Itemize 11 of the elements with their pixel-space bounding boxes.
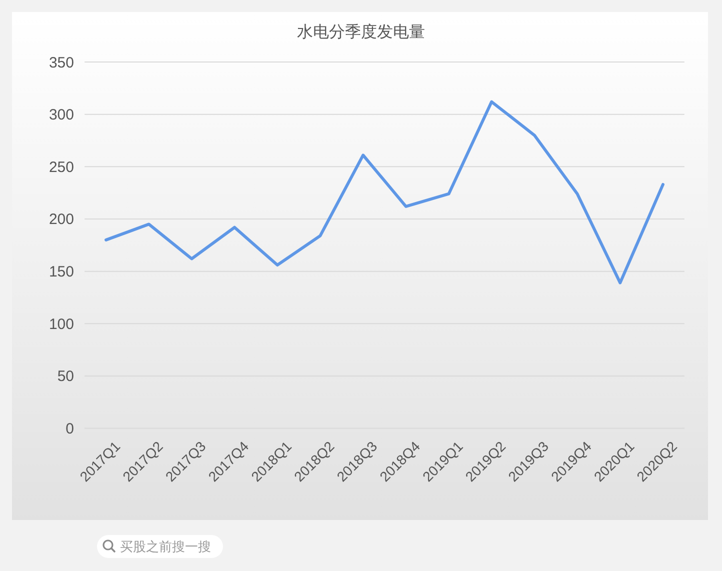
y-tick-label: 350 bbox=[48, 54, 74, 72]
y-tick-label: 100 bbox=[48, 316, 74, 333]
y-tick-label: 300 bbox=[48, 106, 74, 124]
line-series bbox=[104, 100, 664, 284]
y-tick-label: 200 bbox=[48, 211, 74, 228]
y-tick-label: 150 bbox=[48, 264, 74, 281]
y-tick-label: 50 bbox=[57, 368, 74, 386]
text: 买股之前搜一搜 bbox=[120, 539, 211, 554]
chart-title: 水电分季度发电量 bbox=[297, 23, 425, 41]
y-tick-label: 0 bbox=[66, 420, 74, 438]
y-tick-label: 250 bbox=[48, 158, 74, 176]
